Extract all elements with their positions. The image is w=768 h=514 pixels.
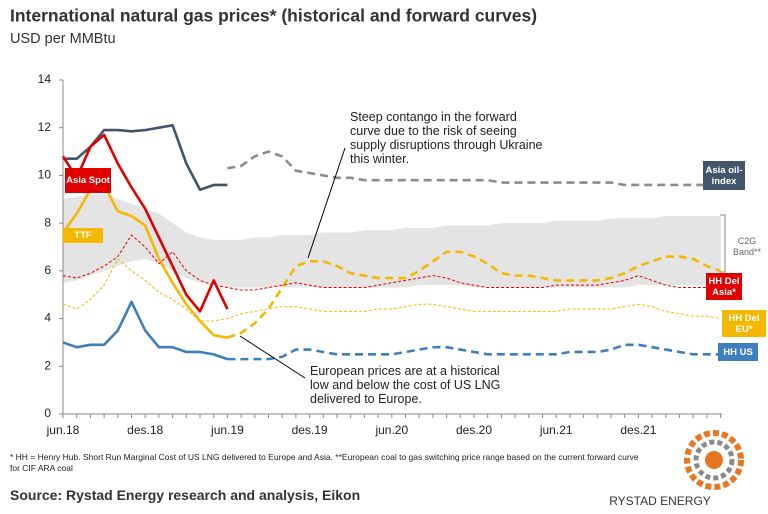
y-tick-label: 12 xyxy=(38,120,52,134)
series-label: Asia Spot xyxy=(65,168,111,193)
forward-line xyxy=(227,343,721,361)
x-tick-label: jun.19 xyxy=(210,423,244,437)
x-tick-label: des.19 xyxy=(292,423,328,437)
band-bracket xyxy=(720,214,726,273)
logo-text: RYSTAD ENERGY xyxy=(609,494,711,508)
band-label: C2G Band** xyxy=(732,236,762,257)
forward-line xyxy=(227,150,721,187)
y-tick-label: 2 xyxy=(44,358,51,372)
forward-line xyxy=(226,250,722,339)
series-label: TTF xyxy=(63,228,103,243)
x-tick-label: jun.18 xyxy=(46,423,80,437)
series-label: HH Del EU* xyxy=(722,310,766,337)
x-tick-label: jun.21 xyxy=(539,423,573,437)
series-line xyxy=(61,133,229,313)
series-label: HH Del Asia* xyxy=(706,273,742,300)
y-tick-label: 8 xyxy=(44,215,51,229)
x-tick-label: des.21 xyxy=(620,423,656,437)
footnote: * HH = Henry Hub. Short Run Marginal Cos… xyxy=(10,452,639,473)
x-tick-label: jun.20 xyxy=(374,423,408,437)
c2g-band xyxy=(63,194,721,288)
series-line xyxy=(62,234,721,291)
y-tick-label: 14 xyxy=(38,72,52,86)
annotation: Steep contango in the forward curve due … xyxy=(350,110,543,166)
annotation: European prices are at a historical low … xyxy=(310,364,501,406)
y-tick-label: 4 xyxy=(44,311,51,325)
leader-line xyxy=(307,147,346,259)
series-line xyxy=(62,300,228,361)
chart-title: International natural gas prices* (histo… xyxy=(10,6,537,26)
leader-line xyxy=(239,335,306,379)
y-tick-label: 6 xyxy=(44,263,51,277)
source: Source: Rystad Energy research and analy… xyxy=(10,487,361,503)
logo-icon xyxy=(684,430,744,490)
y-tick-label: 10 xyxy=(38,168,52,182)
x-tick-label: des.18 xyxy=(127,423,163,437)
series-label: HH US xyxy=(718,343,758,361)
x-tick-label: des.20 xyxy=(456,423,492,437)
chart-subtitle: USD per MMBtu xyxy=(10,31,116,47)
y-tick-label: 0 xyxy=(44,406,51,420)
series-label: Asia oil-index xyxy=(703,161,745,190)
